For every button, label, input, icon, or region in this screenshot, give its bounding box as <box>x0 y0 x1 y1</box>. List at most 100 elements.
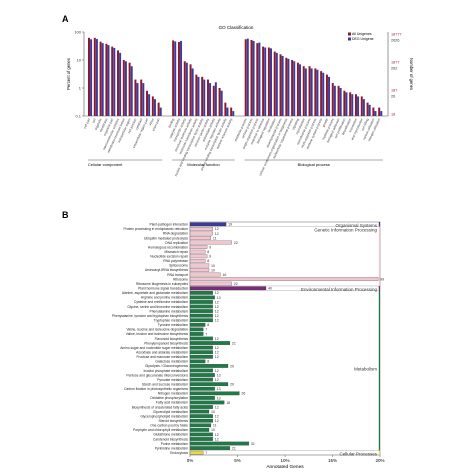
bar-all-unigenes <box>250 39 253 117</box>
x-tick-label: binding <box>167 117 175 128</box>
x-tick-label: cell junction <box>127 117 138 134</box>
bar-deg-unigene <box>203 79 206 116</box>
pathway-bar <box>189 295 215 300</box>
bar-all-unigenes <box>337 85 340 116</box>
pathway-label: Glutathione metabolism <box>153 433 188 437</box>
pathway-bar <box>189 341 231 345</box>
y-tick-label: 1 <box>79 85 82 90</box>
x-tick-label: cell part <box>83 118 91 130</box>
bar-all-unigenes <box>128 62 131 116</box>
bar-deg-unigene <box>107 45 110 116</box>
bar-deg-unigene <box>299 64 302 116</box>
bar-deg-unigene <box>174 41 177 116</box>
pathway-bar <box>189 309 213 313</box>
pathway-bar <box>189 281 232 286</box>
pathway-bar <box>189 373 215 377</box>
chart-title: GO Classification <box>219 25 254 30</box>
bar-value-label: 12 <box>215 300 219 304</box>
pathway-bar <box>189 318 213 323</box>
bar-deg-unigene <box>95 39 98 116</box>
pathway-label: Glycerolipid metabolism <box>153 410 188 414</box>
pathway-bar <box>189 391 240 396</box>
bar-deg-unigene <box>136 83 139 116</box>
bar-value-label: 11 <box>213 236 217 240</box>
pathway-bar <box>189 405 213 409</box>
bar-all-unigenes <box>206 79 209 116</box>
pathway-bar <box>189 286 267 291</box>
bar-deg-unigene <box>246 38 249 116</box>
bar-value-label: 31 <box>251 442 255 446</box>
bar-value-label: 20 <box>230 364 234 368</box>
pathway-bar <box>189 240 232 245</box>
x-tick-label: cell killing <box>360 117 369 131</box>
group-label: Genetic Information Processing <box>314 228 377 233</box>
bar-all-unigenes <box>320 71 323 116</box>
y-axis-label: Percent of genes <box>66 58 71 90</box>
bar-value-label: 7 <box>205 451 207 455</box>
bar-value-label: 8 <box>207 360 209 364</box>
bar-deg-unigene <box>90 39 93 116</box>
pathway-bar <box>189 432 213 437</box>
x-tick-label: 0% <box>187 458 194 463</box>
bar-value-label: 12 <box>215 291 219 295</box>
bar-value-label: 8 <box>207 323 209 327</box>
pathway-bar <box>189 332 204 336</box>
bar-all-unigenes <box>349 92 352 116</box>
bar-value-label: 22 <box>234 282 238 286</box>
pathway-label: Nucleotide excision repair <box>150 255 189 259</box>
bar-deg-unigene <box>113 47 116 116</box>
bar-all-unigenes <box>230 107 233 116</box>
bar-value-label: 13 <box>217 373 221 377</box>
pathway-bar <box>189 345 213 350</box>
bar-value-label: 12 <box>215 337 219 341</box>
pathway-label: Phenylalanine metabolism <box>150 309 189 313</box>
bar-value-label: 12 <box>215 433 219 437</box>
bar-value-label: 12 <box>215 227 219 231</box>
pathway-label: Flavonoid biosynthesis <box>155 337 189 341</box>
bar-all-unigenes <box>157 102 160 116</box>
pathway-bar <box>189 254 208 259</box>
bar-deg-unigene <box>351 94 354 116</box>
bar-deg-unigene <box>281 55 284 116</box>
bar-value-label: 10 <box>211 410 215 414</box>
pathway-bar <box>189 258 206 263</box>
pathway-label: Plant hormone signal transduction <box>138 287 188 291</box>
pathway-bar <box>189 428 210 432</box>
pathway-label: Homologous recombination <box>148 245 188 249</box>
bar-deg-unigene <box>345 92 348 116</box>
bar-all-unigenes <box>256 43 259 116</box>
bar-deg-unigene <box>101 43 104 116</box>
group-color-bar <box>378 285 380 291</box>
bar-deg-unigene <box>339 88 342 116</box>
bar-deg-unigene <box>148 94 151 116</box>
bar-deg-unigene <box>380 111 383 116</box>
bar-value-label: 9 <box>209 245 211 249</box>
bar-deg-unigene <box>142 83 145 116</box>
pathway-bar <box>189 300 213 304</box>
pathway-bar <box>189 359 206 364</box>
bar-deg-unigene <box>191 68 194 116</box>
pathway-bar <box>189 354 213 359</box>
bar-deg-unigene <box>328 76 331 116</box>
x-tick-label: virion <box>148 117 155 126</box>
bar-all-unigenes <box>273 51 276 116</box>
bar-all-unigenes <box>343 90 346 116</box>
bar-all-unigenes <box>183 61 186 116</box>
bar-all-unigenes <box>134 79 137 116</box>
pathway-label: Ribosome <box>173 277 188 281</box>
y-tick-label: 10 <box>77 57 82 62</box>
bar-deg-unigene <box>374 111 377 116</box>
bar-all-unigenes <box>146 90 149 116</box>
bar-value-label: 10 <box>211 428 215 432</box>
bar-all-unigenes <box>195 74 198 116</box>
bar-value-label: 19 <box>228 223 232 227</box>
bar-all-unigenes <box>151 96 154 116</box>
panel-b-letter: B <box>62 210 69 220</box>
pathway-bar <box>189 272 221 277</box>
bar-value-label: 16 <box>222 273 226 277</box>
pathway-bar <box>189 268 210 272</box>
pathway-bar <box>189 322 206 327</box>
pathway-bar <box>189 441 250 446</box>
bar-value-label: 13 <box>217 387 221 391</box>
pathway-label: Valine, leucine and isoleucine biosynthe… <box>126 332 189 336</box>
